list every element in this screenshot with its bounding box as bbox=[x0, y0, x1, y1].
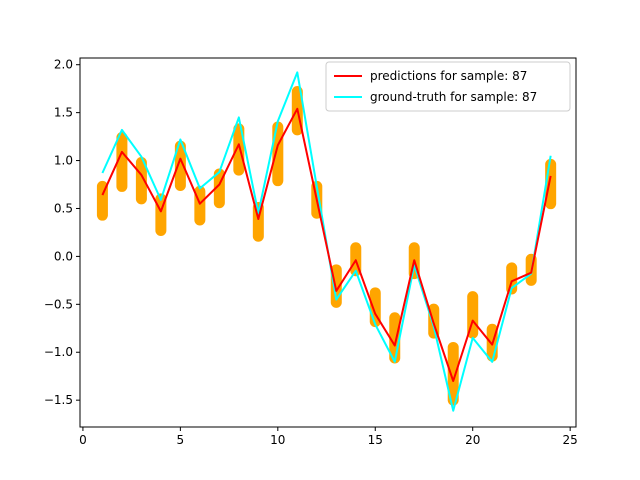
y-tick-label: 0.0 bbox=[54, 249, 73, 263]
y-tick-label: −0.5 bbox=[44, 297, 73, 311]
prediction-line bbox=[101, 107, 552, 382]
y-tick-label: −1.5 bbox=[44, 393, 73, 407]
y-tick-label: 0.5 bbox=[54, 201, 73, 215]
x-tick-label: 5 bbox=[177, 433, 185, 447]
y-tick-label: 1.5 bbox=[54, 106, 73, 120]
x-axis: 0 5 10 15 20 25 bbox=[79, 427, 578, 447]
x-tick-label: 10 bbox=[270, 433, 285, 447]
legend-box bbox=[325, 61, 571, 112]
axes-frame bbox=[79, 57, 577, 428]
legend-label: predictions for sample: 87 bbox=[370, 69, 527, 83]
y-axis: −1.5 −1.0 −0.5 0.0 0.5 1.0 1.5 2.0 bbox=[44, 58, 80, 407]
x-tick-label: 15 bbox=[368, 433, 383, 447]
lines-layer bbox=[101, 71, 552, 412]
y-tick-label: 1.0 bbox=[54, 154, 73, 168]
x-tick-label: 25 bbox=[563, 433, 578, 447]
legend: predictions for sample: 87 ground-truth f… bbox=[325, 61, 571, 112]
x-tick-label: 0 bbox=[79, 433, 87, 447]
y-tick-label: −1.0 bbox=[44, 345, 73, 359]
x-tick-label: 20 bbox=[465, 433, 480, 447]
legend-label: ground-truth for sample: 87 bbox=[370, 90, 537, 104]
y-tick-label: 2.0 bbox=[54, 58, 73, 72]
